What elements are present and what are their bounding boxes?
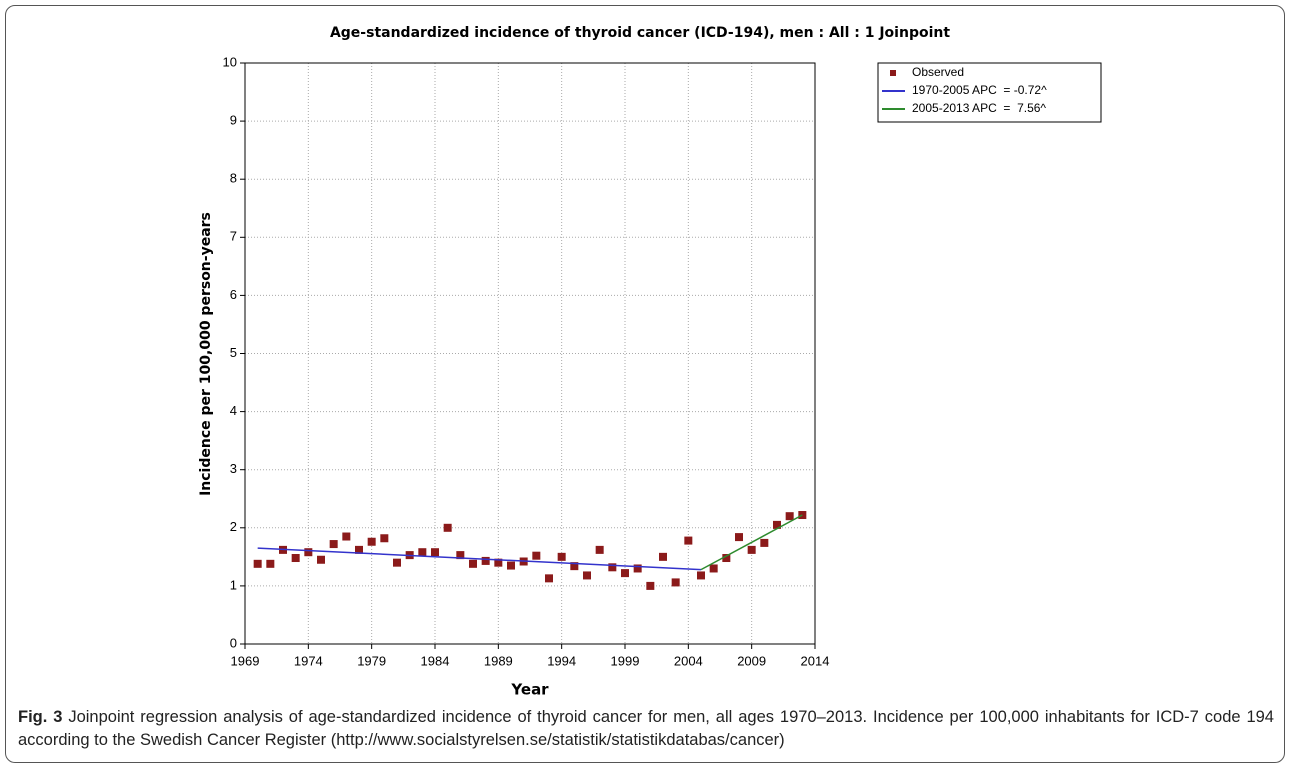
plot-frame	[244, 62, 816, 645]
x-tick-label: 1974	[294, 653, 323, 668]
observed-point	[532, 551, 541, 560]
observed-point	[785, 512, 794, 521]
x-tick-label: 2004	[674, 653, 703, 668]
observed-point	[456, 551, 465, 560]
observed-point	[659, 552, 667, 561]
y-tick-label: 8	[230, 171, 237, 186]
observed-point	[494, 558, 503, 567]
observed-point	[684, 536, 693, 545]
observed-point	[380, 534, 389, 543]
x-axis-label: Year	[510, 681, 549, 699]
observed-point	[747, 545, 756, 554]
observed-point	[342, 532, 351, 541]
figure-frame	[5, 5, 1285, 763]
legend-marker	[890, 70, 896, 76]
observed-point	[291, 554, 300, 563]
y-tick-label: 1	[230, 577, 237, 592]
x-tick-label: 1989	[484, 653, 513, 668]
legend-box	[877, 62, 1102, 123]
y-tick-label: 0	[230, 635, 237, 650]
observed-point	[418, 548, 427, 557]
x-tick-label: 1999	[611, 653, 640, 668]
observed-point	[595, 545, 604, 554]
observed-point	[760, 538, 769, 547]
x-tick-label: 2009	[737, 653, 766, 668]
caption-text: Joinpoint regression analysis of age-sta…	[18, 708, 1274, 749]
observed-point	[735, 533, 743, 542]
y-tick-label: 2	[230, 519, 237, 534]
observed-point	[507, 561, 515, 570]
x-tick-label: 1979	[357, 653, 386, 668]
observed-point	[773, 520, 781, 529]
chart-title: Age-standardized incidence of thyroid ca…	[330, 25, 950, 41]
chart: Age-standardized incidence of thyroid ca…	[198, 25, 1102, 699]
caption: Fig. 3 Joinpoint regression analysis of …	[18, 706, 1274, 752]
legend-label: 1970-2005 APC = -0.72^	[912, 83, 1047, 97]
observed-point	[557, 552, 566, 561]
observed-point	[570, 562, 579, 571]
observed-point	[646, 581, 655, 590]
legend-label: Observed	[912, 65, 964, 79]
observed-point	[393, 558, 401, 567]
fitted-line	[257, 547, 702, 571]
observed-point	[671, 578, 680, 587]
observed-point	[583, 571, 591, 580]
x-tick-label: 1994	[547, 653, 576, 668]
observed-point	[304, 548, 313, 557]
observed-point	[633, 564, 642, 573]
x-tick-label: 1984	[421, 653, 450, 668]
observed-point	[329, 540, 338, 549]
observed-point	[722, 554, 731, 563]
observed-point	[697, 571, 705, 580]
y-tick-label: 5	[230, 345, 237, 360]
observed-point	[469, 559, 477, 568]
observed-point	[443, 523, 452, 532]
observed-point	[481, 556, 490, 565]
y-tick-label: 9	[230, 113, 237, 128]
y-tick-label: 4	[230, 403, 237, 418]
x-tick-label: 1969	[231, 653, 260, 668]
legend-label: 2005-2013 APC = 7.56^	[912, 101, 1046, 115]
observed-point	[431, 548, 439, 557]
y-tick-label: 3	[230, 461, 237, 476]
fitted-line	[700, 514, 803, 571]
caption-label: Fig. 3	[18, 708, 63, 726]
observed-point	[355, 545, 363, 554]
x-tick-label: 2014	[801, 653, 830, 668]
observed-point	[608, 563, 617, 572]
observed-point	[266, 559, 275, 568]
observed-point	[367, 537, 376, 546]
y-tick-label: 10	[223, 54, 237, 69]
observed-point	[253, 559, 262, 568]
observed-point	[621, 569, 629, 578]
observed-point	[317, 555, 325, 564]
observed-point	[709, 564, 718, 573]
y-tick-label: 6	[230, 287, 237, 302]
y-axis-label: Incidence per 100,000 person-years	[198, 212, 214, 496]
observed-point	[545, 574, 553, 583]
y-tick-label: 7	[230, 229, 237, 244]
